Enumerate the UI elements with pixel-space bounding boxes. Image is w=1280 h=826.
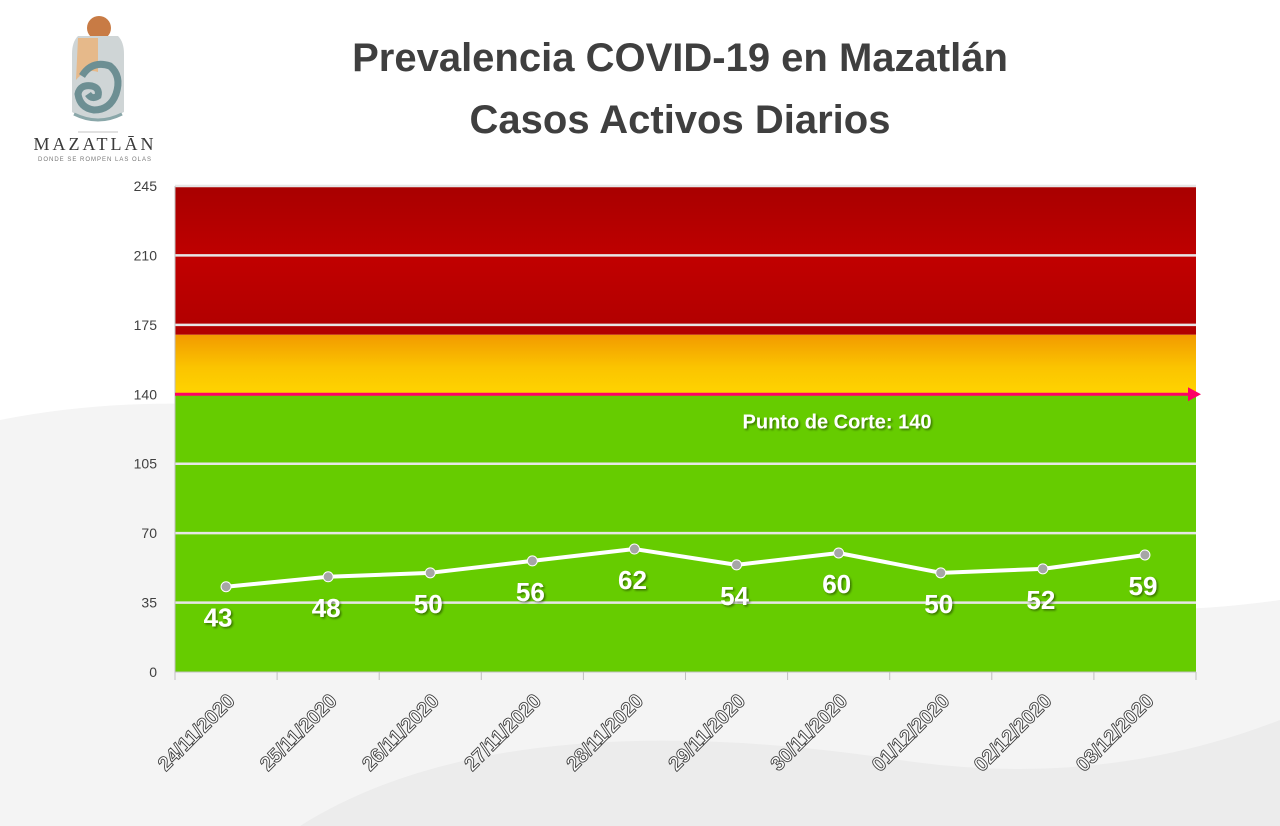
data-label: 52 — [1026, 585, 1055, 615]
x-tick-label: 30/11/2020 — [767, 690, 853, 776]
logo-tagline: DONDE SE ROMPEN LAS OLAS — [37, 157, 153, 163]
data-point — [628, 543, 640, 555]
data-point — [935, 567, 947, 579]
data-point — [1139, 549, 1151, 561]
x-tick-label: 27/11/2020 — [460, 690, 546, 776]
mazatlan-logo-icon — [72, 16, 124, 133]
x-tick-label: 01/12/2020 — [868, 690, 954, 776]
data-label: 54 — [720, 581, 749, 611]
logo-wordmark: MAZATLĀN — [33, 134, 157, 154]
y-tick-label: 105 — [134, 456, 158, 472]
x-tick-label: 26/11/2020 — [358, 690, 444, 776]
y-tick-label: 175 — [134, 317, 158, 333]
data-point — [1037, 563, 1049, 575]
y-tick-label: 210 — [134, 247, 158, 263]
data-point — [424, 567, 436, 579]
data-label: 62 — [618, 565, 647, 595]
x-tick-label: 03/12/2020 — [1072, 690, 1158, 776]
data-point — [833, 547, 845, 559]
y-tick-label: 0 — [149, 664, 157, 680]
data-point — [731, 559, 743, 571]
x-tick-label: 02/12/2020 — [970, 690, 1056, 776]
data-point — [526, 555, 538, 567]
y-tick-label: 245 — [134, 178, 158, 194]
y-tick-label: 70 — [141, 525, 157, 541]
data-label: 48 — [312, 593, 341, 623]
chart-title: Prevalencia COVID-19 en Mazatlán — [352, 36, 1008, 80]
data-label: 60 — [822, 569, 851, 599]
x-tick-label: 29/11/2020 — [665, 690, 751, 776]
data-label: 50 — [414, 589, 443, 619]
data-label: 43 — [204, 603, 233, 633]
x-tick-label: 28/11/2020 — [562, 690, 648, 776]
y-tick-label: 140 — [134, 386, 158, 402]
data-point — [322, 571, 334, 583]
data-label: 50 — [924, 589, 953, 619]
x-tick-label: 24/11/2020 — [154, 690, 240, 776]
red-zone — [175, 186, 1196, 335]
cutoff-label: Punto de Corte: 140 — [743, 411, 932, 433]
series-line — [225, 547, 1146, 589]
orange-zone — [175, 334, 1196, 395]
chart-subtitle: Casos Activos Diarios — [469, 98, 891, 142]
x-tick-label: 25/11/2020 — [256, 690, 342, 776]
data-label: 59 — [1128, 571, 1157, 601]
data-label: 56 — [516, 577, 545, 607]
cutoff-arrow-icon — [1188, 387, 1201, 402]
data-point — [220, 581, 232, 593]
y-tick-label: 35 — [141, 595, 157, 611]
